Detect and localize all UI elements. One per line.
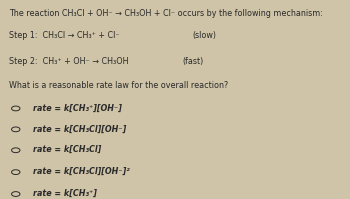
Text: rate = k[CH₃⁺]: rate = k[CH₃⁺] — [33, 189, 97, 198]
Text: rate = k[CH₃⁺][OH⁻]: rate = k[CH₃⁺][OH⁻] — [33, 103, 122, 112]
Text: (fast): (fast) — [182, 57, 203, 66]
Text: rate = k[CH₃Cl][OH⁻]: rate = k[CH₃Cl][OH⁻] — [33, 124, 126, 133]
Text: The reaction CH₃Cl + OH⁻ → CH₃OH + Cl⁻ occurs by the following mechanism:: The reaction CH₃Cl + OH⁻ → CH₃OH + Cl⁻ o… — [9, 9, 323, 18]
Text: (slow): (slow) — [193, 31, 217, 40]
Text: Step 1:  CH₃Cl → CH₃⁺ + Cl⁻: Step 1: CH₃Cl → CH₃⁺ + Cl⁻ — [9, 31, 119, 40]
Text: rate = k[CH₃Cl][OH⁻]²: rate = k[CH₃Cl][OH⁻]² — [33, 167, 130, 176]
Text: rate = k[CH₃Cl]: rate = k[CH₃Cl] — [33, 145, 101, 154]
Text: Step 2:  CH₃⁺ + OH⁻ → CH₃OH: Step 2: CH₃⁺ + OH⁻ → CH₃OH — [9, 57, 128, 66]
Text: What is a reasonable rate law for the overall reaction?: What is a reasonable rate law for the ov… — [9, 81, 228, 90]
